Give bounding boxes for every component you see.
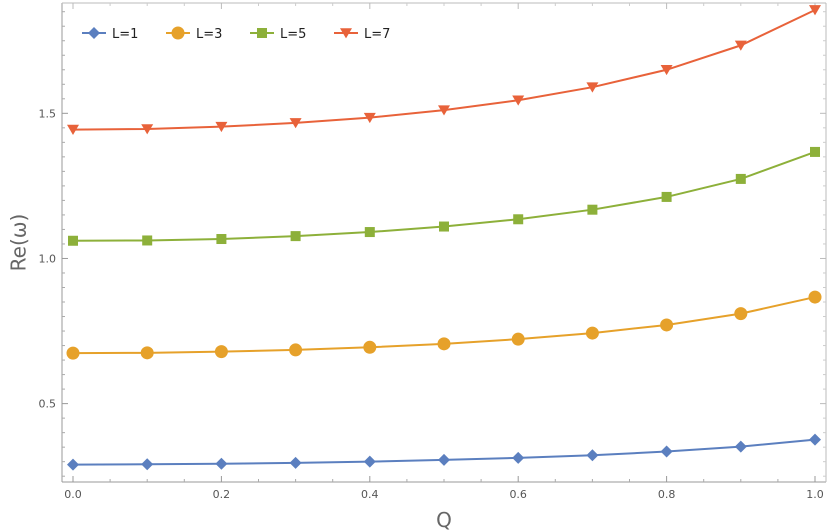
- data-point: [438, 105, 450, 116]
- axis-ticks: [62, 3, 826, 482]
- data-point: [586, 449, 599, 462]
- legend-label: L=3: [196, 27, 222, 42]
- data-point: [289, 456, 302, 469]
- data-point: [661, 191, 672, 202]
- legend-marker: [257, 28, 267, 38]
- plot-frame: [61, 2, 827, 483]
- y-tick-label: 1.5: [39, 107, 57, 120]
- data-point: [660, 64, 673, 76]
- data-point: [68, 235, 78, 246]
- data-point: [140, 346, 154, 360]
- data-point: [66, 346, 80, 360]
- y-axis-title: Re(ω): [7, 214, 31, 272]
- data-point: [215, 121, 228, 133]
- data-point: [142, 235, 153, 246]
- data-point: [808, 290, 822, 304]
- legend-item: L=5: [250, 27, 306, 42]
- legend-label: L=1: [112, 27, 138, 42]
- series-layer: [66, 5, 822, 471]
- data-point: [809, 5, 821, 16]
- data-point: [734, 40, 747, 51]
- y-tick-label: 0.5: [39, 398, 57, 411]
- series-3: [68, 146, 820, 246]
- data-point: [216, 234, 227, 245]
- data-point: [513, 214, 524, 225]
- y-tick-label: 1.0: [39, 252, 57, 265]
- data-point: [364, 227, 375, 238]
- series-1: [67, 433, 821, 471]
- data-point: [215, 457, 228, 470]
- data-point: [809, 433, 821, 446]
- data-point: [363, 455, 376, 468]
- legend-marker: [340, 28, 352, 39]
- data-point: [734, 307, 748, 321]
- data-point: [290, 231, 301, 242]
- x-tick-label: 0.0: [64, 488, 82, 501]
- data-point: [734, 440, 747, 453]
- x-tick-label: 0.4: [361, 488, 379, 501]
- data-point: [512, 451, 525, 464]
- legend: L=1 L=3 L=5 L=7: [82, 26, 390, 42]
- data-point: [587, 204, 598, 215]
- data-point: [67, 124, 79, 135]
- data-point: [439, 221, 449, 232]
- legend-label: L=7: [364, 27, 390, 42]
- legend-item: L=1: [82, 27, 138, 42]
- legend-label: L=5: [280, 27, 306, 42]
- data-point: [289, 343, 303, 357]
- x-tick-label: 0.6: [509, 488, 527, 501]
- data-point: [214, 345, 228, 359]
- data-point: [67, 458, 79, 471]
- legend-marker: [171, 26, 185, 40]
- data-point: [438, 453, 450, 466]
- x-tick-label: 0.8: [658, 488, 676, 501]
- data-point: [363, 112, 376, 124]
- data-point: [660, 318, 674, 332]
- x-tick-label: 1.0: [806, 488, 824, 501]
- data-point: [511, 332, 525, 346]
- x-axis-title: Q: [436, 508, 452, 532]
- data-point: [512, 95, 525, 106]
- data-point: [141, 458, 154, 471]
- data-point: [585, 326, 599, 340]
- axis-tick-labels: 0.0 0.2 0.4 0.6 0.8 1.0 0.5 1.0 1.5: [39, 107, 824, 501]
- data-point: [660, 445, 673, 458]
- data-point: [586, 82, 599, 93]
- data-point: [810, 146, 820, 157]
- legend-marker: [88, 27, 100, 39]
- data-point: [735, 173, 746, 184]
- series-4: [67, 5, 821, 135]
- x-tick-label: 0.2: [213, 488, 231, 501]
- data-point: [289, 118, 302, 129]
- series-2: [66, 290, 822, 360]
- data-point: [437, 337, 451, 351]
- legend-item: L=7: [334, 27, 390, 42]
- data-point: [141, 124, 154, 135]
- data-point: [363, 340, 377, 354]
- legend-item: L=3: [166, 26, 222, 42]
